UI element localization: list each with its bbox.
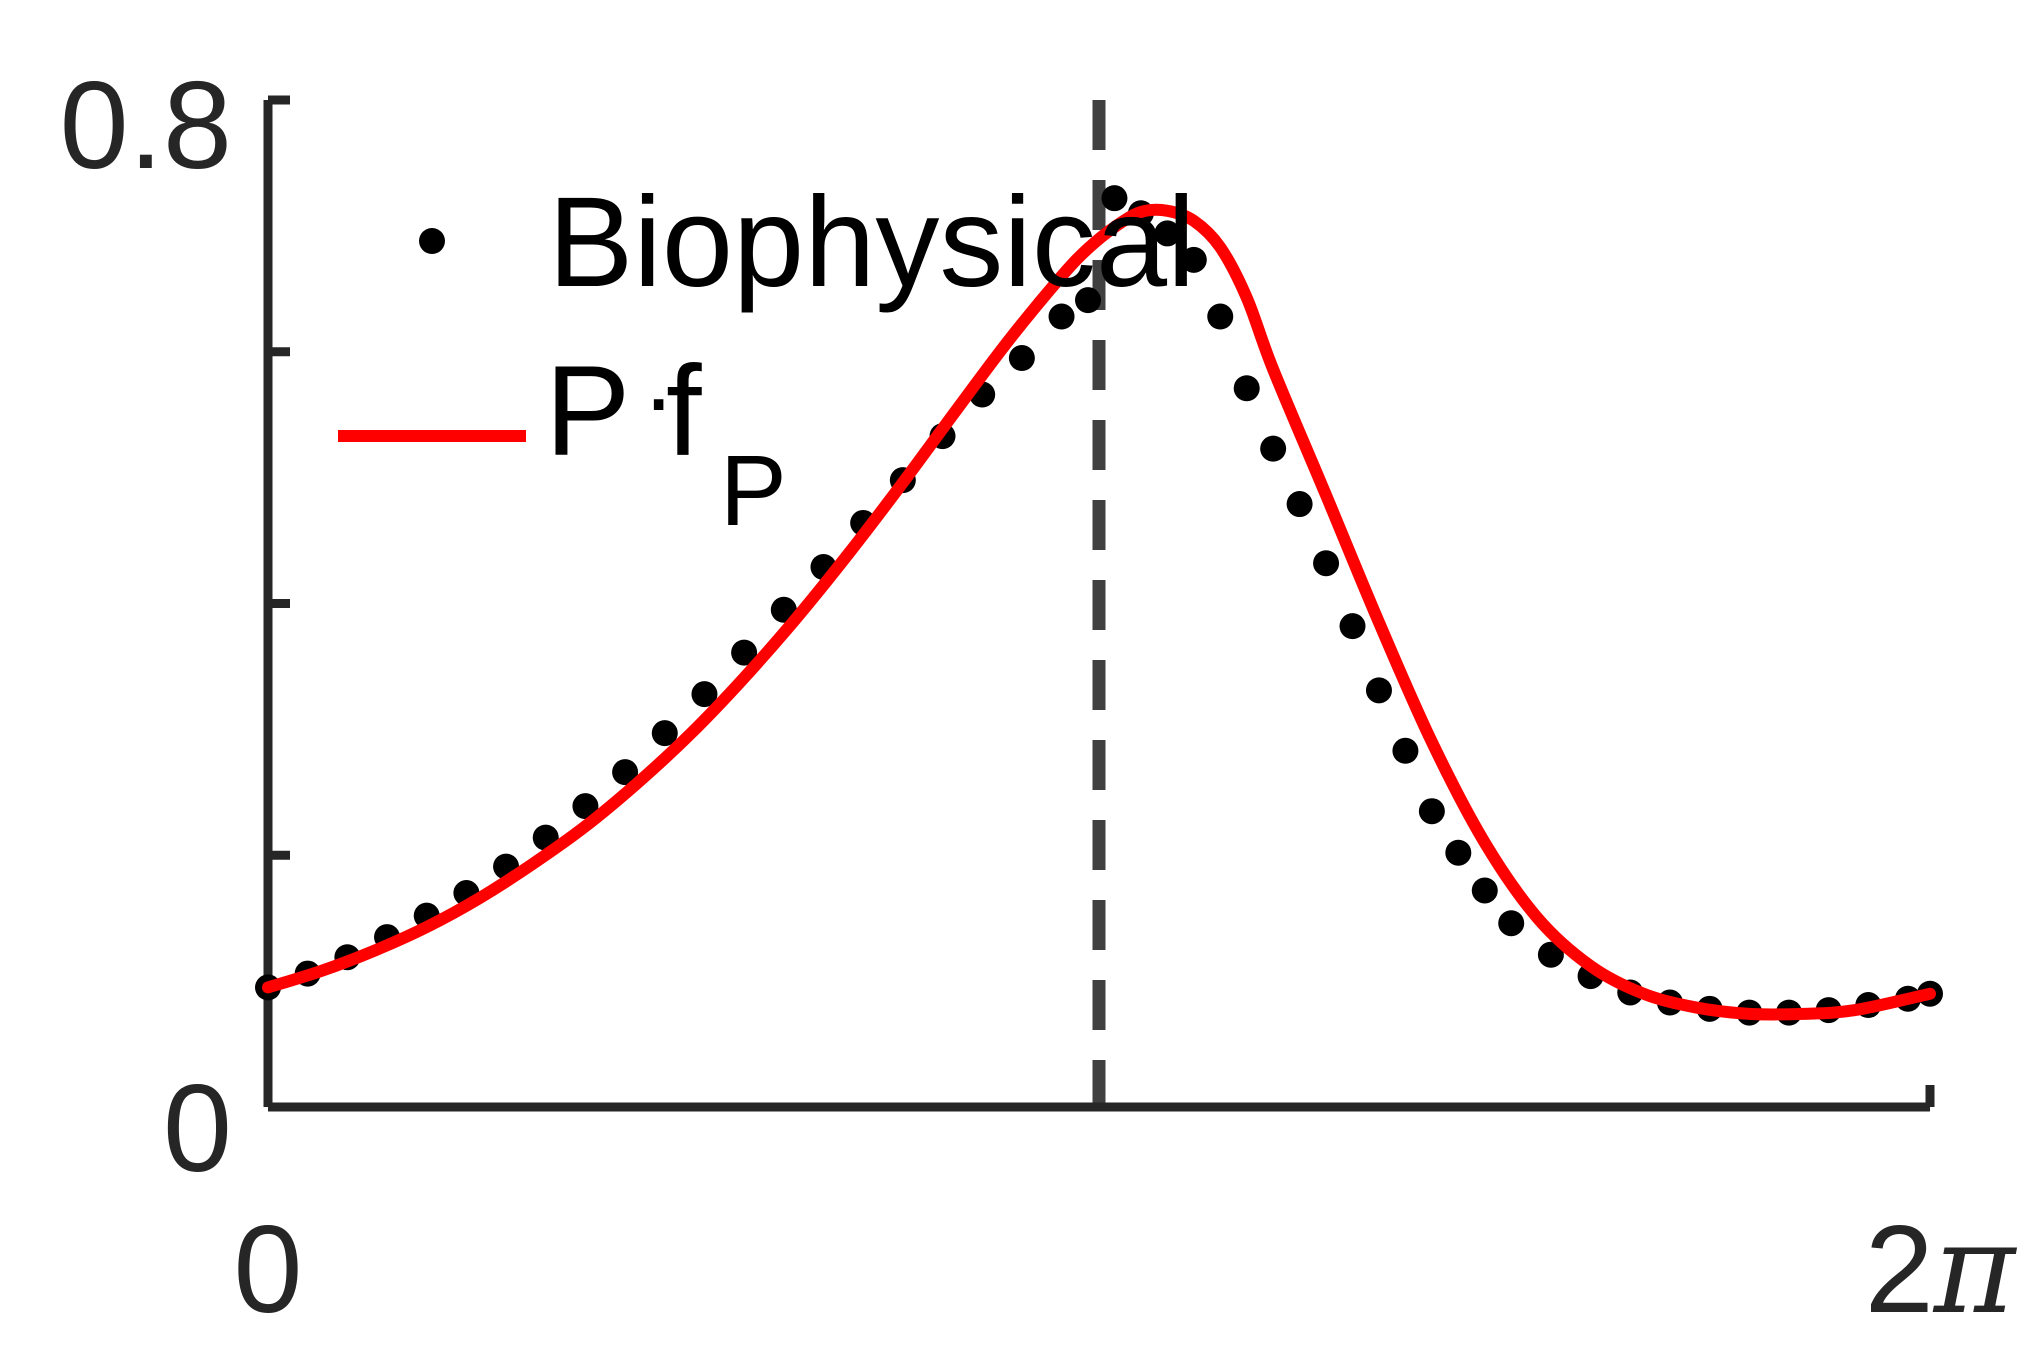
biophysical-point-10 <box>651 720 678 747</box>
biophysical-point-12 <box>731 639 758 666</box>
legend-dot-marker <box>419 228 445 254</box>
biophysical-point-19 <box>1008 345 1035 372</box>
legend-label-biophysical: Biophysical <box>548 171 1195 314</box>
biophysical-point-24 <box>1154 220 1181 247</box>
biophysical-point-21 <box>1074 287 1101 314</box>
biophysical-point-29 <box>1286 491 1313 518</box>
biophysical-point-35 <box>1445 839 1472 866</box>
x-tick-label-right: 2π <box>1865 1198 2018 1342</box>
biophysical-point-36 <box>1471 877 1498 904</box>
biophysical-point-25 <box>1180 246 1207 273</box>
biophysical-point-31 <box>1339 613 1366 640</box>
x-tick-label-left: 0 <box>234 1201 303 1339</box>
legend-label-p: P <box>545 340 630 483</box>
biophysical-point-34 <box>1418 798 1445 825</box>
biophysical-point-22 <box>1101 185 1128 212</box>
biophysical-point-8 <box>572 793 599 820</box>
x-tick-label-right-pi: π <box>1932 1198 2018 1342</box>
biophysical-point-32 <box>1365 677 1392 704</box>
biophysical-point-9 <box>612 759 639 786</box>
biophysical-point-38 <box>1537 941 1564 968</box>
pfp-line <box>262 203 1936 1021</box>
x-tick-label-right-num: 2 <box>1865 1201 1934 1339</box>
biophysical-point-26 <box>1207 303 1234 330</box>
biophysical-point-28 <box>1260 435 1287 462</box>
biophysical-point-33 <box>1392 737 1419 764</box>
legend: Biophysical P · f P <box>338 171 1195 547</box>
legend-label-f: f <box>666 340 702 483</box>
biophysical-point-37 <box>1498 910 1525 937</box>
biophysical-point-30 <box>1313 550 1340 577</box>
biophysical-point-11 <box>691 681 718 708</box>
x-ticks <box>263 1085 1935 1107</box>
legend-label-dot: · <box>642 342 675 454</box>
legend-label-sub-p: P <box>720 435 787 547</box>
y-tick-label-top: 0.8 <box>60 57 232 195</box>
biophysical-point-20 <box>1048 303 1075 330</box>
biophysical-point-27 <box>1233 375 1260 402</box>
y-tick-label-bottom: 0 <box>163 1060 232 1198</box>
